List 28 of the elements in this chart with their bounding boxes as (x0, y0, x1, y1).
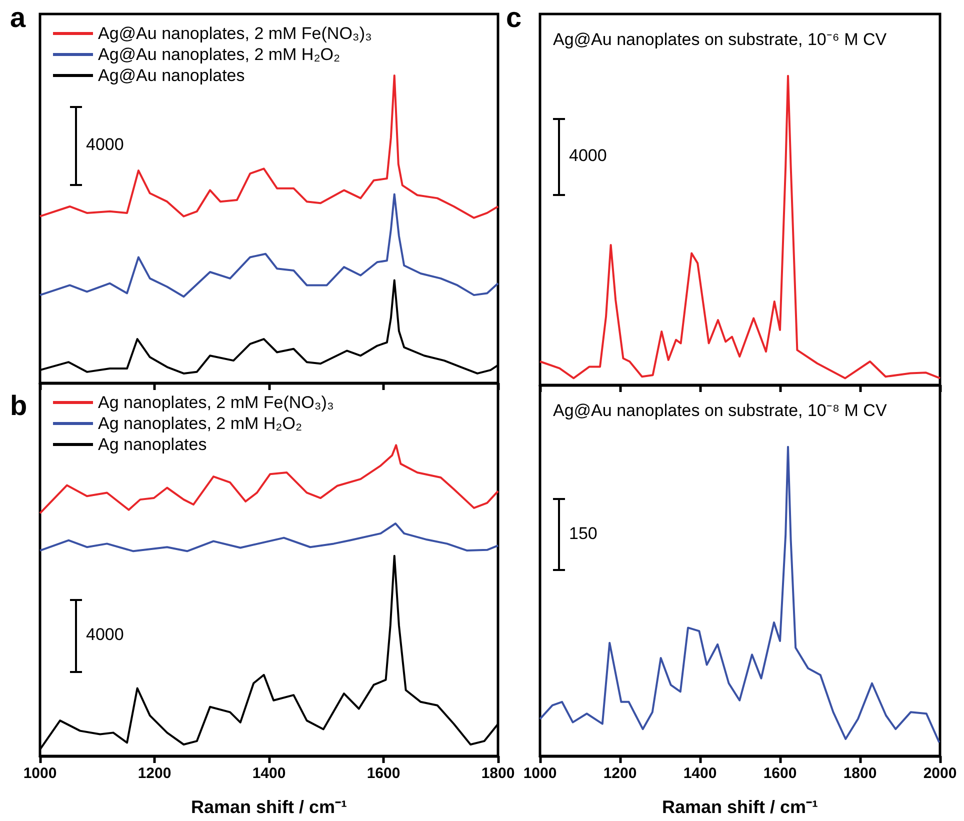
text: c (506, 2, 522, 34)
legend-label: Ag@Au nanoplates, 2 mM Fe(NO₃)₃ (98, 24, 372, 43)
legend-label: Ag@Au nanoplates, 2 mM H₂O₂ (98, 45, 340, 64)
x-tick-label: 1400 (252, 765, 286, 782)
x-axis-title: Raman shift / cm⁻¹ (190, 797, 348, 817)
x-tick-label: 1400 (683, 765, 717, 782)
x-tick-label: 2000 (923, 765, 957, 782)
x-tick-label: 1200 (138, 765, 172, 782)
text: b (10, 390, 28, 422)
annotation: 4000 (569, 146, 607, 166)
x-tick-label: 1200 (603, 765, 637, 782)
chart-title: Ag@Au nanoplates on substrate, 10⁻⁶ M CV (553, 30, 888, 49)
x-tick-label: 1600 (763, 765, 797, 782)
legend-label: Ag nanoplates, 2 mM H₂O₂ (98, 414, 302, 433)
legend-label: Ag@Au nanoplates (98, 66, 245, 85)
annotation: 4000 (86, 625, 124, 645)
x-tick-label: 1800 (481, 765, 515, 782)
x-axis-title: Raman shift / cm⁻¹ (662, 797, 818, 817)
annotation: 4000 (86, 135, 124, 155)
x-tick-label: 1000 (523, 765, 557, 782)
annotation: 150 (569, 524, 598, 544)
x-tick-label: 1000 (23, 765, 57, 782)
legend-label: Ag nanoplates, 2 mM Fe(NO₃)₃ (98, 393, 334, 412)
x-tick-label: 1600 (366, 765, 400, 782)
x-tick-label: 1800 (843, 765, 877, 782)
chart-title: Ag@Au nanoplates on substrate, 10⁻⁸ M CV (553, 401, 888, 420)
text: a (10, 2, 26, 34)
legend-label: Ag nanoplates (98, 435, 207, 454)
